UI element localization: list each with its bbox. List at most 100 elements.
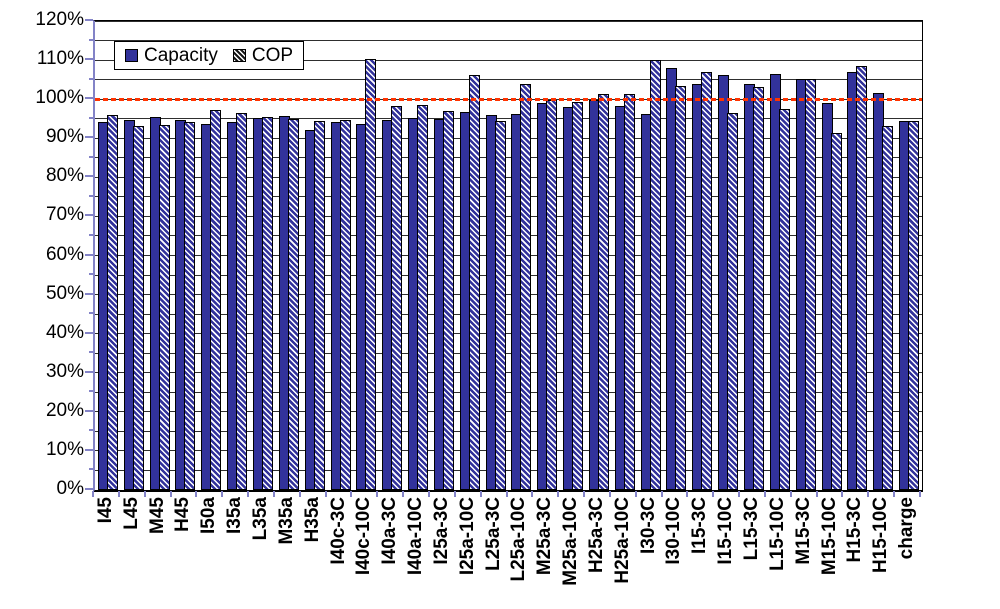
cop-bar: [804, 79, 816, 490]
bar-group: [870, 21, 896, 490]
bar-group: [612, 21, 638, 490]
x-axis-tick: [479, 491, 482, 497]
x-axis-tick-label: M25a-3C: [534, 497, 556, 576]
y-axis-major-tick: [85, 331, 93, 334]
cop-bar: [184, 122, 196, 490]
y-axis-major-tick: [85, 58, 93, 61]
x-axis-tick-label: I50a: [198, 497, 220, 534]
cop-bar: [494, 121, 506, 490]
legend: Capacity COP: [114, 41, 305, 70]
legend-label-cop: COP: [251, 44, 294, 66]
gridline: [95, 157, 922, 159]
x-axis-tick: [583, 491, 586, 497]
x-axis-tick-label: I30-10C: [663, 497, 685, 565]
cop-bar: [546, 100, 558, 490]
x-axis-tick-label: L15-3C: [741, 497, 763, 561]
x-axis-tick: [402, 491, 405, 497]
gridline: [95, 274, 922, 276]
x-axis-tick: [893, 491, 896, 497]
y-axis-tick-label: 20%: [45, 399, 84, 421]
x-axis-tick: [815, 491, 818, 497]
y-axis-minor-tick: [89, 468, 93, 471]
x-axis-tick-label: I35a: [224, 497, 246, 534]
x-axis-tick: [712, 491, 715, 497]
y-axis-major-tick: [85, 448, 93, 451]
cop-bar: [313, 121, 325, 490]
x-axis-tick: [738, 491, 741, 497]
y-axis-major-tick: [85, 253, 93, 256]
x-axis-tick: [919, 491, 921, 497]
bar-group: [560, 21, 586, 490]
bar-group: [405, 21, 431, 490]
gridline: [95, 176, 922, 178]
bar-group: [276, 21, 302, 490]
y-axis-minor-tick: [89, 312, 93, 315]
y-axis-tick-label: 70%: [45, 204, 84, 226]
bar-group: [715, 21, 741, 490]
x-axis-tick: [92, 491, 94, 497]
bar-group: [741, 21, 767, 490]
bar-group: [638, 21, 664, 490]
cop-bar: [365, 58, 377, 490]
cop-bar: [132, 125, 144, 490]
x-axis-tick: [867, 491, 870, 497]
x-axis-tick-label: I15-10C: [715, 497, 737, 565]
x-axis-tick: [634, 491, 637, 497]
gridline: [95, 294, 922, 296]
gridline: [95, 450, 922, 452]
x-axis-tick-label: H15-3C: [844, 497, 866, 563]
bar-group: [224, 21, 250, 490]
bar-group: [95, 21, 121, 490]
x-axis-tick: [841, 491, 844, 497]
gridline: [95, 196, 922, 198]
cop-bar: [339, 119, 351, 490]
bar-group: [457, 21, 483, 490]
x-axis-tick-label: I40a-10C: [405, 497, 427, 576]
x-axis-tick: [686, 491, 689, 497]
x-axis-tick-label: L25a-10C: [508, 497, 530, 582]
y-axis-major-tick: [85, 409, 93, 412]
gridline: [95, 137, 922, 139]
cop-bar: [210, 109, 222, 490]
y-axis-minor-tick: [89, 429, 93, 432]
cop-bar: [753, 87, 765, 490]
cop-bar: [623, 94, 635, 490]
cop-bar: [287, 119, 299, 490]
y-axis-minor-tick: [89, 351, 93, 354]
y-axis-tick-label: 30%: [45, 360, 84, 382]
x-axis-tick-label: I40c-3C: [327, 497, 349, 565]
reference-line-100-percent: [95, 97, 922, 101]
cop-bar: [778, 108, 790, 490]
cop-bar: [468, 74, 480, 490]
x-axis-tick-label: M15-10C: [818, 497, 840, 576]
gridline: [95, 352, 922, 354]
cop-swatch-icon: [232, 49, 246, 62]
y-axis-major-tick: [85, 19, 93, 21]
x-axis-tick: [660, 491, 663, 497]
y-axis-major-tick: [85, 292, 93, 295]
x-axis-tick-label: M25a-10C: [560, 497, 582, 586]
bar-group: [793, 21, 819, 490]
x-axis-tick-label: I40a-3C: [379, 497, 401, 565]
x-axis-tick: [453, 491, 456, 497]
y-axis-tick-label: 40%: [45, 321, 84, 343]
x-axis-tick-label: I30-3C: [637, 497, 659, 555]
gridline: [95, 430, 922, 432]
x-axis-tick-label: H45: [172, 497, 194, 532]
cop-bar: [649, 60, 661, 490]
y-axis-major-tick: [85, 97, 93, 100]
gridline: [95, 235, 922, 237]
gridline: [95, 20, 922, 22]
y-axis-minor-tick: [89, 116, 93, 119]
gridline: [95, 333, 922, 335]
x-axis-tick: [427, 491, 430, 497]
x-axis-tick-label: I25a-10C: [456, 497, 478, 576]
x-axis-tick: [195, 491, 198, 497]
x-axis-tick-label: M45: [146, 497, 168, 534]
bar-group: [819, 21, 845, 490]
y-axis-tick-label: 10%: [45, 438, 84, 460]
bar-group: [431, 21, 457, 490]
cop-bar: [675, 85, 687, 490]
cop-bar: [261, 117, 273, 490]
